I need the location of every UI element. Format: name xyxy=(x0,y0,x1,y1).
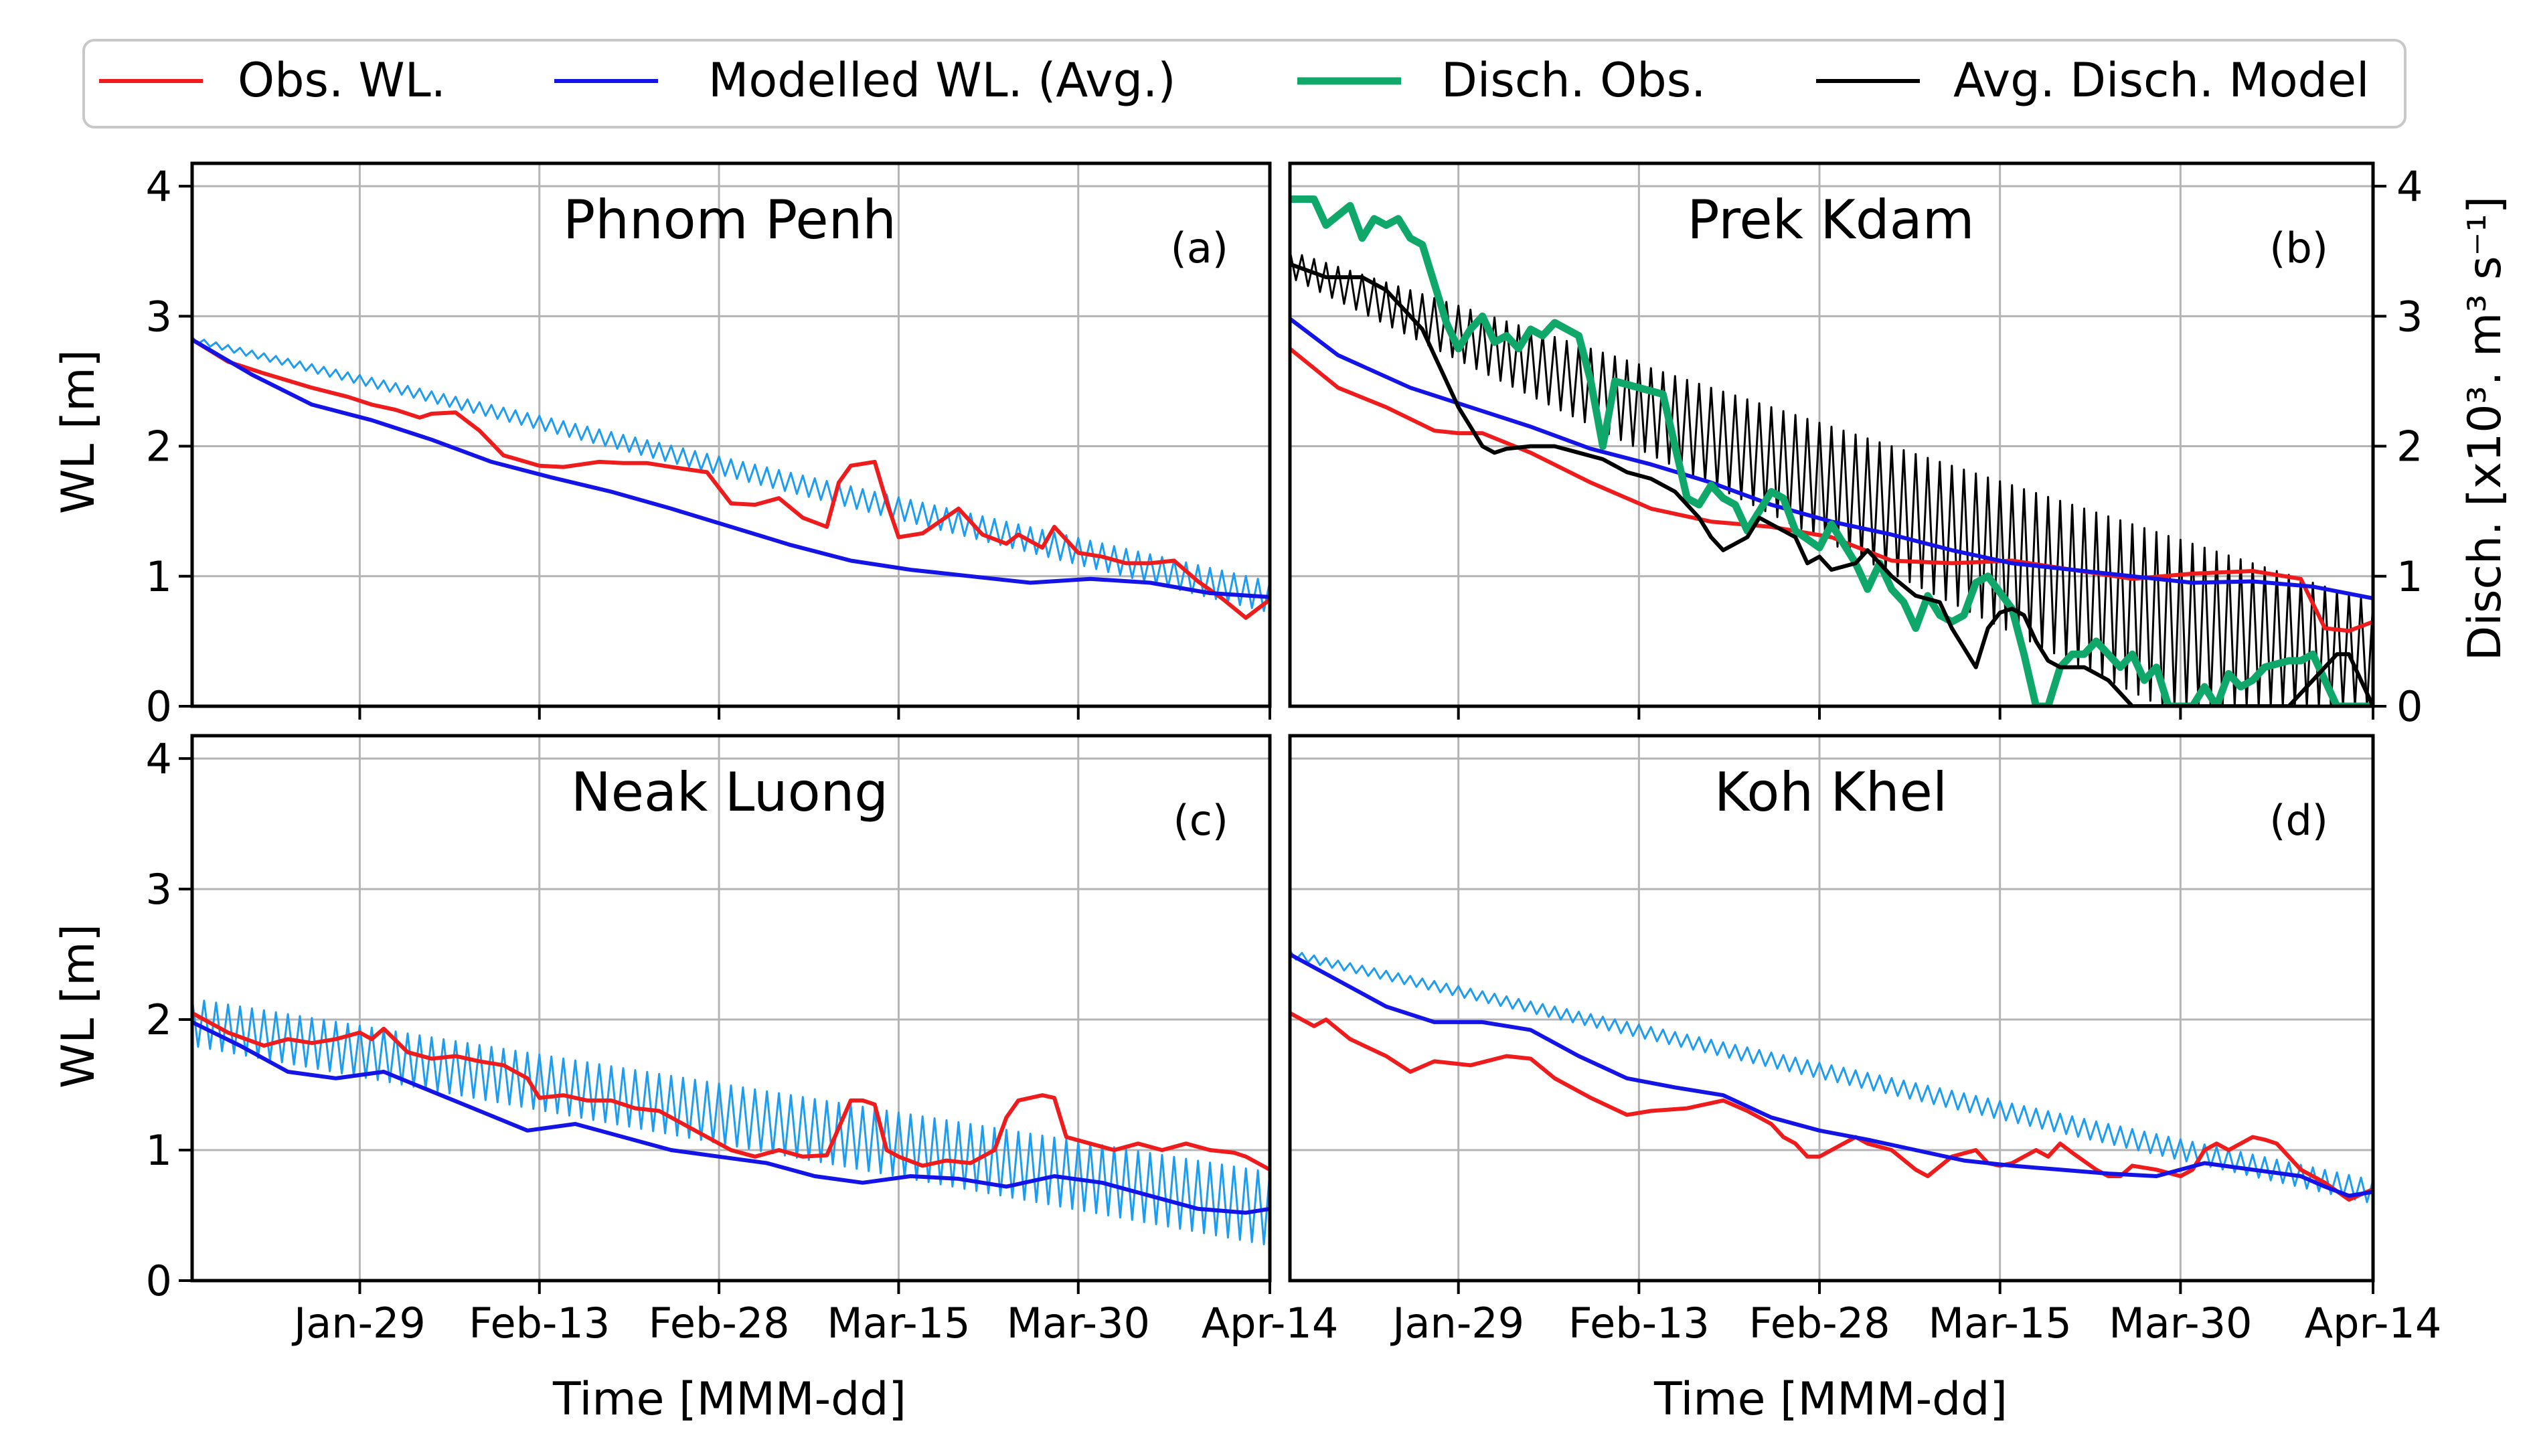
x-tick-label: Feb-13 xyxy=(1568,1299,1710,1348)
y-right-tick-label: 0 xyxy=(2396,682,2423,731)
series-group xyxy=(192,336,1270,620)
y-tick-label: 0 xyxy=(146,1257,172,1305)
panel-tag: (a) xyxy=(1171,224,1228,272)
legend-label-disch-model: Avg. Disch. Model xyxy=(1953,53,2370,108)
y-tick-label: 1 xyxy=(146,1126,172,1175)
series-obs-wl xyxy=(192,337,1270,620)
panel-prek-kdam: 0 1 2 3 4 Prek Kdam (b) xyxy=(1288,161,2423,731)
legend-label-obs-wl: Obs. WL. xyxy=(238,53,446,108)
legend-label-modelled-wl: Modelled WL. (Avg.) xyxy=(708,53,1176,108)
y-tick-label: 2 xyxy=(146,422,172,471)
series-disch-model-raw xyxy=(1290,250,2373,706)
plot-frame xyxy=(1288,161,2375,708)
x-tick-label: Mar-30 xyxy=(2109,1299,2252,1348)
y-tick-label: 3 xyxy=(146,292,172,341)
y-right-tick-label: 3 xyxy=(2396,292,2423,341)
series-obs-wl xyxy=(1290,1011,2373,1202)
y-right-tick-label: 1 xyxy=(2396,552,2423,601)
series-modelled-wl-avg xyxy=(192,337,1270,599)
series-obs-wl xyxy=(1290,347,2373,633)
y-axis-title-top: WL [m] xyxy=(52,349,105,514)
panel-tag: (b) xyxy=(2269,224,2328,272)
panel-phnom-penh: 0 1 2 3 4 Phnom Penh (a) xyxy=(146,161,1272,731)
x-tick-label: Mar-15 xyxy=(1929,1299,2072,1348)
x-axis-title-left: Time [MMM-dd] xyxy=(552,1373,906,1426)
panel-tag: (d) xyxy=(2269,796,2328,845)
legend: Obs. WL. Modelled WL. (Avg.) Disch. Obs.… xyxy=(82,39,2407,129)
x-tick-label: Feb-28 xyxy=(1748,1299,1890,1348)
series-group xyxy=(1290,949,2373,1204)
series-modelled-wl-avg xyxy=(1290,952,2373,1198)
series-modelled-wl-raw xyxy=(1290,949,2373,1204)
x-axis-title-right: Time [MMM-dd] xyxy=(1653,1373,2008,1426)
x-tick-label: Feb-28 xyxy=(649,1299,790,1348)
y-axis-title-bottom: WL [m] xyxy=(52,924,105,1088)
y-axis-title-right: Disch. [x10³. m³ s⁻¹] xyxy=(2459,196,2512,661)
y-tick-label: 3 xyxy=(146,865,172,914)
x-tick-label: Apr-14 xyxy=(1202,1299,1339,1348)
x-tick-label: Jan-29 xyxy=(291,1299,426,1348)
plot-frame xyxy=(190,734,1272,1283)
y-tick-label: 2 xyxy=(146,995,172,1044)
series-modelled-wl-raw xyxy=(192,336,1270,613)
series-modelled-wl-avg xyxy=(192,1020,1270,1215)
y-tick-label: 4 xyxy=(146,162,172,211)
plot-frame xyxy=(1288,734,2375,1283)
legend-frame xyxy=(82,39,2407,129)
x-tick-label: Feb-13 xyxy=(469,1299,610,1348)
x-tick-label: Mar-15 xyxy=(827,1299,970,1348)
x-tick-label: Mar-30 xyxy=(1007,1299,1150,1348)
panel-title: Koh Khel xyxy=(1714,761,1947,823)
plot-frame xyxy=(190,161,1272,708)
x-tick-label: Apr-14 xyxy=(2305,1299,2442,1348)
panel-tag: (c) xyxy=(1173,796,1228,845)
series-group xyxy=(1290,195,2373,706)
series-group xyxy=(192,998,1270,1246)
panel-title: Neak Luong xyxy=(571,761,888,823)
legend-label-disch-obs: Disch. Obs. xyxy=(1441,53,1706,108)
y-tick-label: 1 xyxy=(146,552,172,601)
panel-koh-khel: Jan-29 Feb-13 Feb-28 Mar-15 Mar-30 Apr-14 Koh … xyxy=(1288,734,2442,1348)
series-disch-obs xyxy=(1290,195,2373,706)
panel-title: Phnom Penh xyxy=(563,189,896,251)
series-avg-disch-model xyxy=(1290,262,2373,706)
y-right-tick-label: 4 xyxy=(2396,162,2423,211)
y-right-tick-label: 2 xyxy=(2396,422,2423,471)
y-tick-label: 4 xyxy=(146,734,172,783)
x-tick-label: Jan-29 xyxy=(1390,1299,1524,1348)
y-tick-label: 0 xyxy=(146,682,172,731)
series-obs-wl xyxy=(192,1011,1270,1171)
panel-title: Prek Kdam xyxy=(1687,189,1974,251)
panel-neak-luong: 0 1 2 3 4 Jan-29 Feb-13 Feb-28 Mar-15 Mar-30 Apr-1… xyxy=(146,734,1339,1348)
